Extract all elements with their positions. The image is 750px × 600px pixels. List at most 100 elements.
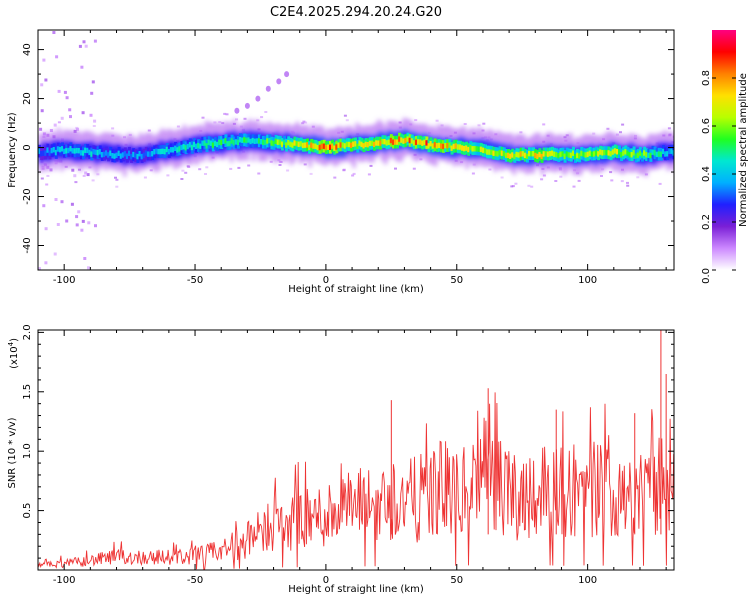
spectrogram-ridge-peak: [310, 142, 313, 148]
spectrogram-ridge-peak: [400, 137, 403, 143]
spectrogram-speckle: [81, 111, 85, 115]
spectrogram-speckle: [471, 172, 475, 175]
spectrogram-ridge-peak: [174, 145, 177, 151]
spectrogram-ticks: -100 -50 0 50 100 -40 -20 0 20 40: [22, 30, 674, 286]
spectrogram-ridge-peak: [69, 146, 72, 152]
spectrogram-ridge-peak: [548, 151, 552, 157]
spectrogram-ridge-peak: [613, 148, 617, 154]
spectrogram-speckle: [559, 175, 563, 178]
spectrogram-ridge-peak: [100, 152, 104, 158]
spectrogram-ridge-peak: [672, 150, 674, 156]
spectrogram-speckle: [257, 172, 261, 175]
spectrogram-speckle: [40, 83, 44, 87]
spectrogram-speckle: [333, 176, 337, 179]
spectrogram-ridge-peak: [471, 146, 474, 152]
spectrogram-ridge-peak: [486, 149, 489, 155]
spectrogram-ridge-peak: [165, 146, 169, 153]
spectrogram-ridge-peak: [247, 137, 250, 143]
spectrogram-ridge-peak: [335, 144, 338, 150]
spectrogram-ridge-peak: [318, 144, 321, 151]
spectrogram-ridge-peak: [96, 150, 99, 156]
spectrogram-ridge-peak: [107, 152, 110, 158]
spectrogram-ridge-peak: [488, 149, 491, 155]
spectrogram-speckle: [82, 174, 86, 177]
spectrogram-ridge-peak: [477, 146, 481, 152]
spectrogram-speckle: [636, 176, 640, 179]
spectrogram-speckle: [667, 127, 671, 130]
spectrogram-ridge-peak: [592, 151, 596, 157]
spectrogram-ridge-peak: [559, 151, 562, 157]
spectrogram-speckle: [440, 124, 444, 127]
colorbar-tick-label: 0.0: [701, 268, 712, 284]
spectrogram-ridge-peak: [595, 150, 598, 156]
spectrogram-ridge-peak: [580, 150, 583, 157]
spectrogram-speckle: [181, 169, 185, 172]
spectrogram-streak-point: [276, 78, 282, 85]
spectrogram-ridge-peak: [239, 137, 242, 143]
spectrogram-speckle: [53, 252, 57, 256]
spectrogram-ridge-peak: [513, 153, 516, 160]
spectrogram-ridge-peak: [586, 151, 589, 158]
spectrogram-ridge-peak: [590, 151, 594, 157]
spectrogram-speckle: [488, 168, 492, 171]
spectrogram-speckle: [143, 176, 147, 179]
spectrogram-speckle: [91, 179, 95, 182]
spectrogram-speckle: [92, 125, 96, 127]
spectrogram-ridge-peak: [603, 149, 606, 156]
spectrogram-ridge-peak: [446, 142, 449, 149]
spectrogram-ridge-peak: [429, 141, 432, 147]
spectrogram-speckle: [115, 178, 119, 181]
spectrogram-ridge-peak: [431, 143, 434, 149]
spectrogram-streak-point: [234, 107, 240, 114]
spectrogram-ridge-peak: [427, 143, 430, 149]
spectrogram-ytick-label: 0: [22, 144, 33, 150]
spectrogram-ridge-peak: [253, 138, 257, 144]
spectrogram-ridge-peak: [146, 151, 150, 157]
spectrogram-streak-point: [244, 102, 250, 109]
spectrogram-content: [38, 31, 674, 270]
spectrogram-ridge-peak: [230, 138, 233, 144]
spectrogram-ridge-peak: [163, 149, 166, 155]
spectrogram-ridge-peak: [61, 146, 64, 152]
colorbar-tick-label: 0.2: [701, 214, 712, 230]
spectrogram-ridge-peak: [657, 151, 661, 157]
spectrogram-ridge-peak: [331, 143, 334, 149]
spectrogram-speckle: [40, 177, 44, 180]
spectrogram-ridge-peak: [262, 139, 265, 145]
spectrogram-ridge-peak: [345, 141, 349, 148]
spectrogram-ridge-peak: [442, 143, 445, 150]
spectrogram-ridge-peak: [88, 149, 91, 156]
spectrogram-ytick-label: -20: [22, 188, 33, 204]
spectrogram-ridge-peak: [138, 151, 141, 157]
spectrogram-ridge-peak: [180, 144, 183, 151]
spectrogram-ridge-peak: [352, 141, 355, 147]
spectrogram-speckle: [63, 90, 67, 94]
spectrogram-speckle: [45, 183, 49, 186]
spectrogram-ridge-peak: [280, 141, 284, 147]
spectrogram-ridge-peak: [276, 139, 280, 145]
spectrogram-ridge-peak: [67, 147, 70, 154]
colorbar-tick-label: 0.4: [701, 166, 712, 182]
spectrogram-ridge-peak: [435, 143, 439, 149]
spectrogram-speckle: [94, 224, 97, 228]
spectrogram-ridge-peak: [119, 153, 123, 159]
spectrogram-speckle: [84, 171, 88, 175]
spectrogram-ytick-label: -40: [22, 237, 33, 253]
spectrogram-ridge-peak: [414, 139, 418, 145]
spectrogram-ridge-peak: [496, 151, 499, 157]
spectrogram-ridge-peak: [498, 149, 501, 156]
spectrogram-ridge-peak: [172, 147, 175, 153]
spectrogram-ridge-peak: [306, 142, 309, 148]
spectrogram-ridge-peak: [289, 141, 292, 147]
spectrogram-speckle: [527, 184, 531, 187]
spectrogram-ridge-peak: [534, 152, 537, 159]
spectrogram-speckle: [477, 124, 481, 127]
colorbar-ticks: 0.0 0.2 0.4 0.6 0.8: [701, 70, 736, 284]
spectrogram-ridge-peak: [540, 153, 543, 160]
spectrogram-speckle: [68, 108, 72, 112]
spectrogram-ridge-peak: [421, 140, 424, 146]
spectrogram-ridge-peak: [128, 150, 131, 156]
spectrogram-speckle: [184, 171, 188, 174]
spectrogram-speckle: [519, 131, 523, 134]
snr-ytick-label: 1.0: [22, 443, 33, 459]
